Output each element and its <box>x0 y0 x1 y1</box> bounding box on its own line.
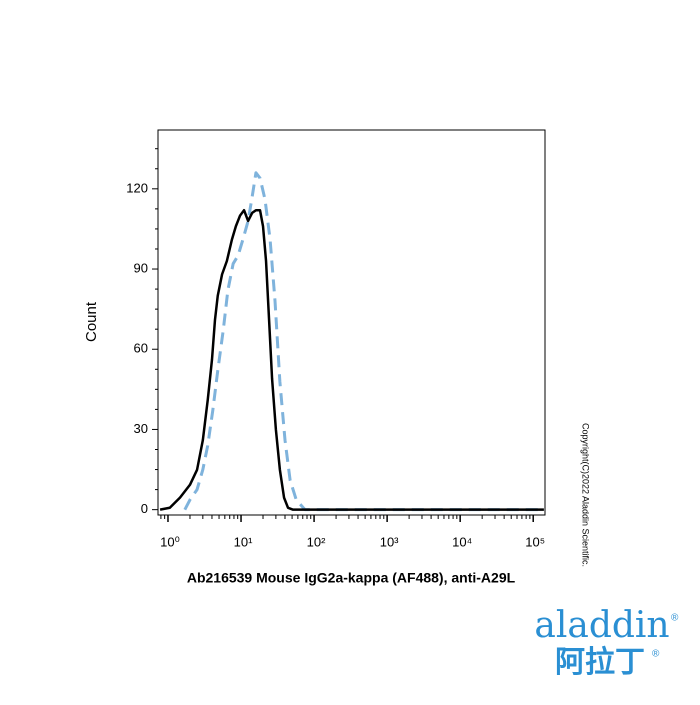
histogram-line <box>159 208 544 511</box>
histogram-line <box>183 171 544 512</box>
y-tick-label: 120 <box>126 180 148 195</box>
x-tick-label: 10³ <box>380 534 399 549</box>
y-tick-label: 0 <box>141 501 148 516</box>
y-tick-label: 60 <box>134 341 148 356</box>
y-tick-label: 90 <box>134 260 148 275</box>
x-axis-title: Ab216539 Mouse IgG2a-kappa (AF488), anti… <box>187 570 516 586</box>
y-axis-title: Count <box>83 301 100 342</box>
logo-name: aladdin <box>534 605 669 646</box>
x-tick-label: 10¹ <box>234 534 253 549</box>
x-tick-label: 10⁴ <box>452 534 472 549</box>
logo-mark-cn: ® <box>652 649 660 660</box>
y-tick-label: 30 <box>134 421 148 436</box>
x-tick-label: 10⁰ <box>160 534 180 549</box>
plot-frame <box>157 129 546 516</box>
x-tick-label: 10⁵ <box>525 534 545 549</box>
x-tick-label: 10² <box>307 534 326 549</box>
logo-name-cn: 阿拉丁 <box>555 645 645 679</box>
logo-mark: ® <box>671 613 679 624</box>
copyright: Copyright(C)2022 Aladdin Scientific. <box>581 423 591 567</box>
